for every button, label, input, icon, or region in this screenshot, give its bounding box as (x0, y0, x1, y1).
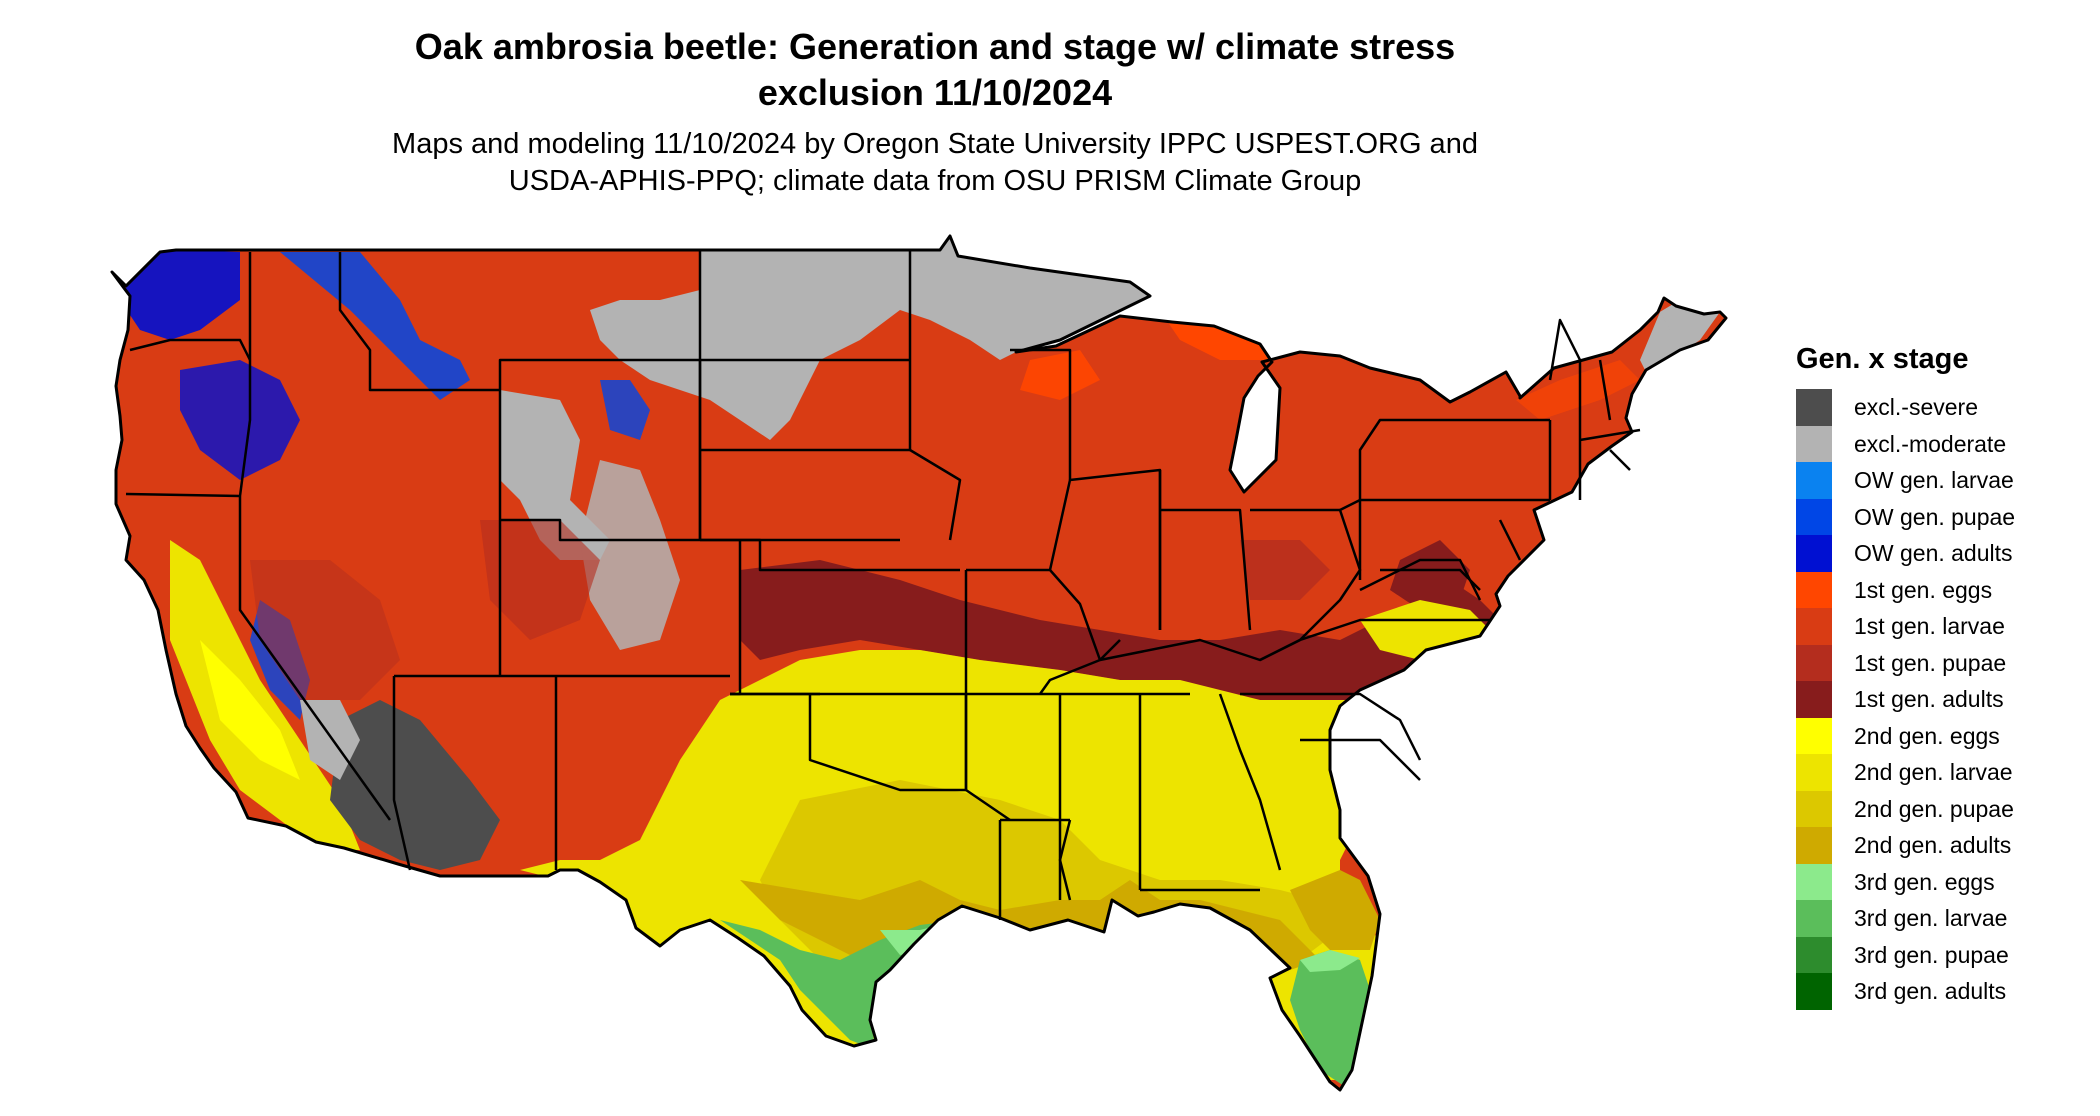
legend-title: Gen. x stage (1796, 343, 1969, 375)
map-subtitle-line2: USDA-APHIS-PPQ; climate data from OSU PR… (508, 165, 1362, 197)
legend-label: 2nd gen. eggs (1854, 722, 2000, 749)
legend-item: excl.-moderate (1796, 425, 2015, 462)
legend-label: OW gen. larvae (1854, 467, 2014, 494)
legend-label: 3rd gen. eggs (1854, 868, 1995, 895)
legend-swatch (1796, 973, 1832, 1010)
map-title-line1: Oak ambrosia beetle: Generation and stag… (414, 26, 1456, 67)
legend: Gen. x stage excl.-severe excl.-moderate O… (1796, 341, 2015, 1010)
legend-swatch (1796, 462, 1832, 499)
legend-label: 1st gen. larvae (1854, 613, 2005, 640)
legend-swatch (1796, 681, 1832, 718)
legend-item: 2nd gen. larvae (1796, 754, 2015, 791)
legend-swatch (1796, 535, 1832, 572)
legend-label: 1st gen. eggs (1854, 576, 1993, 603)
legend-label: 1st gen. adults (1854, 686, 2004, 713)
legend-label: 2nd gen. pupae (1854, 795, 2014, 822)
legend-item: 1st gen. eggs (1796, 571, 2015, 608)
legend-item: 3rd gen. adults (1796, 973, 2015, 1010)
legend-swatch (1796, 389, 1832, 426)
legend-swatch (1796, 608, 1832, 645)
legend-items: excl.-severe excl.-moderate OW gen. larvae… (1796, 389, 2015, 1010)
map-subtitle-line1: Maps and modeling 11/10/2024 by Oregon S… (392, 128, 1478, 160)
legend-item: OW gen. adults (1796, 535, 2015, 572)
legend-item: 1st gen. larvae (1796, 608, 2015, 645)
legend-swatch (1796, 425, 1832, 462)
legend-item: 1st gen. adults (1796, 681, 2015, 718)
legend-item: 1st gen. pupae (1796, 644, 2015, 681)
legend-swatch (1796, 863, 1832, 900)
legend-swatch (1796, 900, 1832, 937)
legend-label: 2nd gen. adults (1854, 832, 2012, 859)
legend-item: 2nd gen. pupae (1796, 790, 2015, 827)
legend-swatch (1796, 754, 1832, 791)
legend-item: 2nd gen. eggs (1796, 717, 2015, 754)
legend-swatch (1796, 644, 1832, 681)
legend-label: 3rd gen. larvae (1854, 905, 2008, 932)
legend-label: excl.-severe (1854, 394, 1978, 421)
legend-swatch (1796, 827, 1832, 864)
map-title-line2: exclusion 11/10/2024 (757, 72, 1113, 113)
legend-item: excl.-severe (1796, 389, 2015, 426)
legend-item: 2nd gen. adults (1796, 827, 2015, 864)
legend-item: 3rd gen. pupae (1796, 936, 2015, 973)
legend-swatch (1796, 498, 1832, 535)
legend-label: 3rd gen. adults (1854, 978, 2007, 1005)
legend-label: 1st gen. pupae (1854, 649, 2007, 676)
legend-label: excl.-moderate (1854, 430, 2007, 457)
legend-swatch (1796, 790, 1832, 827)
legend-swatch (1796, 717, 1832, 754)
legend-item: 3rd gen. eggs (1796, 863, 2015, 900)
legend-label: OW gen. pupae (1854, 503, 2016, 530)
legend-label: 2nd gen. larvae (1854, 759, 2013, 786)
legend-item: OW gen. pupae (1796, 498, 2016, 535)
legend-swatch (1796, 571, 1832, 608)
legend-item: 3rd gen. larvae (1796, 900, 2015, 937)
legend-label: OW gen. adults (1854, 540, 2013, 567)
legend-item: OW gen. larvae (1796, 462, 2015, 499)
legend-swatch (1796, 936, 1832, 973)
legend-label: 3rd gen. pupae (1854, 941, 2009, 968)
